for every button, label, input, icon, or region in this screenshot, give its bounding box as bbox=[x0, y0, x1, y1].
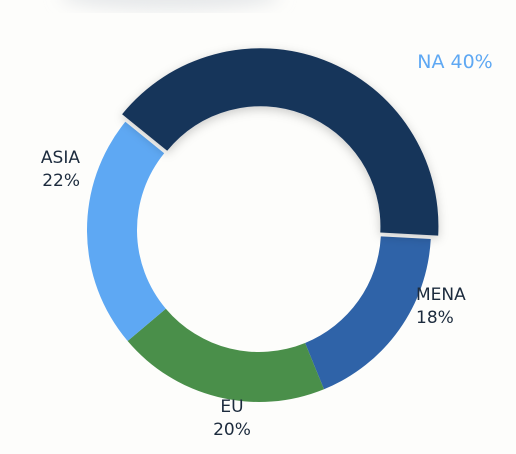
donut-slice bbox=[305, 236, 431, 390]
category-label: NA bbox=[417, 51, 444, 73]
value-label: 20% bbox=[213, 420, 251, 440]
labels: NA 40% MENA 18% EU 20% ASIA 22% bbox=[41, 51, 493, 440]
slices bbox=[87, 48, 439, 402]
slice-label: NA 40% bbox=[417, 51, 492, 73]
value-label: 18% bbox=[416, 308, 454, 328]
value-label: 40% bbox=[450, 51, 492, 73]
donut-slice bbox=[122, 48, 439, 236]
value-label: 22% bbox=[42, 171, 80, 191]
category-label: EU bbox=[220, 397, 243, 417]
donut-slice bbox=[127, 308, 324, 402]
donut-slice bbox=[87, 121, 166, 342]
card-shadow bbox=[64, 0, 276, 10]
category-label: ASIA bbox=[41, 148, 80, 168]
category-label: MENA bbox=[416, 285, 466, 305]
